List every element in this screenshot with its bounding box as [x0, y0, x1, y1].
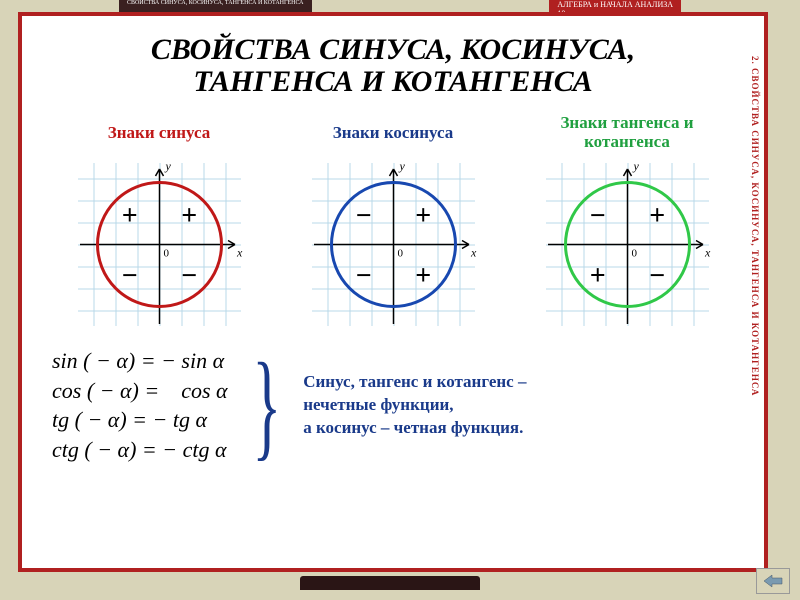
title-line-1: СВОЙСТВА СИНУСА, КОСИНУСА,	[151, 33, 635, 66]
header-course: АЛГЕБРА и НАЧАЛА АНАЛИЗА	[557, 0, 673, 9]
svg-text:0: 0	[397, 248, 403, 260]
sign-diagram-0: Знаки синуса y x 0 + + − −	[49, 113, 269, 332]
back-button[interactable]	[756, 568, 790, 594]
explanation-text: Синус, тангенс и котангенс – нечетные фу…	[303, 371, 526, 440]
svg-text:y: y	[164, 159, 171, 173]
diagram-label: Знаки косинуса	[333, 113, 454, 153]
explain-line-2: нечетные функции,	[303, 394, 526, 417]
formula-row-2: tg ( − α) = − tg α	[52, 405, 228, 435]
curly-brace-icon: }	[252, 355, 281, 455]
poster-frame: 2. СВОЙСТВА СИНУСА, КОСИНУСА, ТАНГЕНСА И…	[18, 12, 768, 572]
quadrant-sign: −	[355, 260, 371, 291]
main-title: СВОЙСТВА СИНУСА, КОСИНУСА, ТАНГЕНСА И КО…	[22, 34, 764, 97]
quadrant-sign: −	[649, 260, 665, 291]
unit-circle-svg: y x 0 − + − +	[306, 157, 481, 332]
quadrant-sign: +	[649, 201, 665, 232]
formula-row-1: cos ( − α) = cos α	[52, 376, 228, 406]
diagram-label: Знаки тангенса и котангенса	[517, 113, 737, 153]
back-arrow-icon	[762, 573, 784, 589]
svg-text:x: x	[236, 246, 243, 260]
formula-row-0: sin ( − α) = − sin α	[52, 346, 228, 376]
bottom-row: sin ( − α) = − sin αcos ( − α) = cos αtg…	[22, 346, 764, 465]
sign-diagram-1: Знаки косинуса y x 0 − + − +	[283, 113, 503, 332]
svg-text:0: 0	[163, 248, 169, 260]
bottom-binding-tab	[300, 576, 480, 590]
diagram-label: Знаки синуса	[108, 113, 210, 153]
svg-text:y: y	[632, 159, 639, 173]
circles-row: Знаки синусаyx0++−−Знаки косинусаyx0−+−+…	[22, 113, 764, 332]
quadrant-sign: −	[589, 201, 605, 232]
sign-diagram-2: Знаки тангенса и котангенсаyx0−++−	[517, 113, 737, 332]
quadrant-sign: +	[589, 260, 605, 291]
explain-line-1: Синус, тангенс и котангенс –	[303, 371, 526, 394]
formula-row-3: ctg ( − α) = − ctg α	[52, 435, 228, 465]
unit-circle-svg: y x 0 + + − −	[72, 157, 247, 332]
quadrant-sign: −	[355, 201, 371, 232]
side-title: 2. СВОЙСТВА СИНУСА, КОСИНУСА, ТАНГЕНСА И…	[750, 56, 760, 396]
explain-line-3: а косинус – четная функция.	[303, 417, 526, 440]
quadrant-sign: +	[415, 260, 431, 291]
svg-text:x: x	[470, 246, 477, 260]
parity-formulas: sin ( − α) = − sin αcos ( − α) = cos αtg…	[52, 346, 228, 465]
quadrant-sign: +	[415, 201, 431, 232]
svg-text:y: y	[398, 159, 405, 173]
quadrant-sign: −	[181, 260, 197, 291]
quadrant-sign: +	[181, 201, 197, 232]
quadrant-sign: +	[121, 201, 137, 232]
svg-text:x: x	[704, 246, 711, 260]
quadrant-sign: −	[121, 260, 137, 291]
unit-circle-svg: yx0−++−	[540, 157, 715, 332]
title-line-2: ТАНГЕНСА И КОТАНГЕНСА	[193, 65, 592, 98]
svg-text:0: 0	[631, 248, 637, 260]
